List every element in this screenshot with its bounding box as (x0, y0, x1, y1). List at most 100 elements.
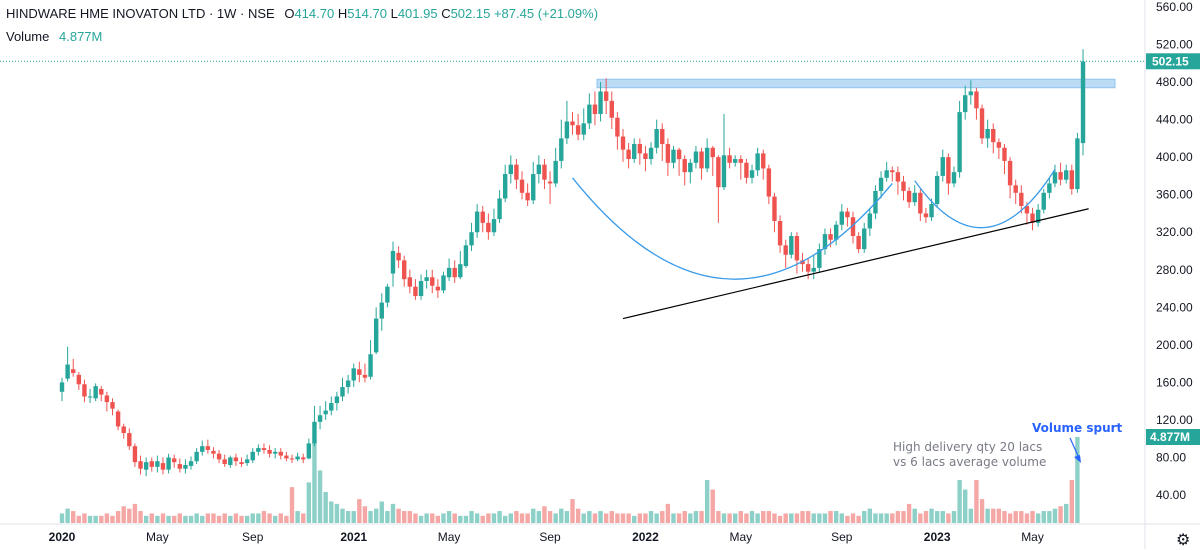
volume-bar (1075, 437, 1080, 523)
volume-bar (789, 513, 794, 523)
volume-bar (362, 506, 368, 523)
candle-body (1052, 172, 1058, 184)
candle-body (329, 403, 334, 411)
volume-bar (188, 515, 194, 523)
candle-body (256, 448, 261, 452)
candle-body (1002, 147, 1007, 161)
close-value: 502.15 (450, 6, 494, 21)
volume-bar (660, 511, 665, 523)
candle-body (878, 177, 884, 191)
volume-bar (228, 515, 233, 523)
price-axis[interactable]: 40.00 80.00 120.00 160.00 200.00 240.00 280.00… (1156, 0, 1193, 502)
candle-body (1058, 172, 1063, 180)
candle-body (637, 144, 643, 154)
candle-body (1069, 170, 1074, 190)
volume-bar (149, 513, 154, 523)
candle-body (110, 402, 115, 409)
candle-body (317, 415, 323, 422)
candle-body (884, 170, 889, 178)
volume-bar (531, 508, 536, 523)
volume-bar (216, 515, 222, 523)
volume-bar (850, 513, 856, 523)
volume-bar (979, 499, 985, 523)
candle-body (160, 463, 166, 470)
candle-body (979, 108, 985, 139)
change-value: +87.45 (+21.09%) (493, 6, 599, 21)
volume-bar (1052, 508, 1058, 523)
candle-body (856, 235, 861, 250)
volume-legend: Volume 4.877M (6, 29, 102, 44)
x-tick-label: May (146, 530, 169, 544)
candle-body (862, 228, 867, 250)
volume-bar (1019, 511, 1024, 523)
candle-body (1035, 209, 1041, 223)
volume-bar (256, 513, 261, 523)
x-tick-label: 2021 (340, 530, 367, 544)
candle-body (901, 181, 906, 191)
candle-body (828, 234, 833, 240)
y-tick-label: 280.00 (1156, 263, 1193, 277)
volume-bar (559, 508, 564, 523)
volume-bar (688, 513, 693, 523)
volume-bar (155, 515, 160, 523)
candle-body (211, 450, 216, 454)
volume-bar (1024, 513, 1030, 523)
candle-body (749, 170, 755, 178)
candle-body (895, 172, 901, 182)
candle-body (603, 91, 609, 101)
candle-body (553, 160, 558, 184)
y-tick-label: 400.00 (1156, 150, 1193, 164)
volume-bar (435, 515, 441, 523)
high-value: 514.70 (347, 6, 391, 21)
volume-bar (957, 480, 962, 523)
volume-bar (626, 513, 631, 523)
volume-bar (1013, 511, 1018, 523)
y-tick-label: 240.00 (1156, 300, 1193, 314)
candle-body (946, 157, 951, 184)
candle-body (1030, 213, 1035, 223)
y-tick-label: 40.00 (1156, 488, 1186, 502)
candle-body (222, 459, 227, 465)
candle-body (632, 144, 637, 160)
volume-bar (996, 508, 1002, 523)
volume-bar (963, 489, 968, 523)
volume-bar (295, 511, 300, 523)
candle-body (396, 252, 401, 261)
volume-bar (839, 513, 844, 523)
candle-body (172, 458, 177, 463)
candle-body (446, 267, 452, 278)
gear-icon[interactable]: ⚙ (1176, 532, 1191, 549)
candle-body (1024, 205, 1030, 214)
volume-label[interactable]: Volume (6, 29, 50, 44)
candle-body (177, 464, 183, 469)
volume-bar (676, 513, 682, 523)
volume-bar (654, 513, 659, 523)
volume-bar (233, 513, 239, 523)
volume-bar (1047, 511, 1052, 523)
resistance-zone (596, 78, 1116, 89)
candle-body (334, 396, 340, 404)
candle-body (609, 100, 614, 118)
volume-bar (138, 511, 143, 523)
x-tick-label: 2023 (924, 530, 951, 544)
symbol-title[interactable]: HINDWARE HME INOVATON LTD · 1W · NSE (6, 6, 275, 21)
volume-bar (351, 511, 356, 523)
volume-bar (794, 513, 800, 523)
candle-body (845, 211, 850, 218)
volume-bar (721, 513, 727, 523)
y-tick-label: 520.00 (1156, 38, 1193, 52)
candle-body (272, 451, 278, 454)
candle-body (115, 411, 121, 427)
volume-bar (222, 513, 227, 523)
candle-body (1075, 138, 1080, 190)
volume-bars-layer (59, 437, 1080, 523)
volume-bar (261, 511, 267, 523)
candle-body (850, 217, 856, 236)
volume-bar (648, 511, 654, 523)
volume-bar (491, 513, 497, 523)
candle-body (755, 153, 760, 171)
candle-body (1063, 170, 1069, 180)
volume-bar (845, 515, 850, 523)
time-axis[interactable]: 2020 May Sep 2021 May Sep 2022 May Sep 2023 May (49, 530, 1044, 544)
